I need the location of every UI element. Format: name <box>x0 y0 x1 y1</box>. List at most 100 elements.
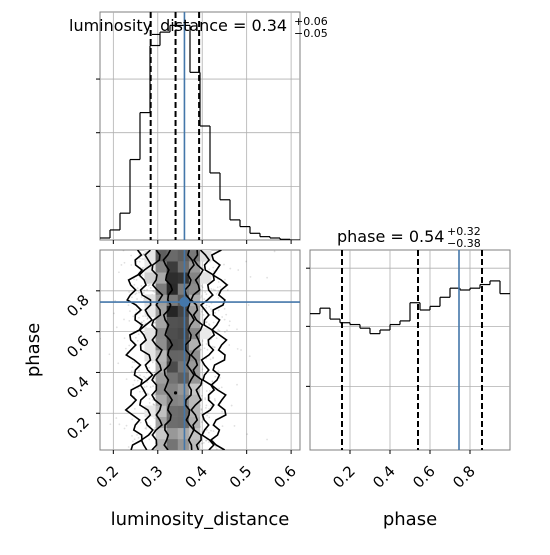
joint-scatter-point <box>210 308 212 310</box>
joint-scatter-point <box>200 421 203 423</box>
joint-scatter-point <box>210 288 213 290</box>
joint-density-cell <box>177 416 190 429</box>
hist-luminosity-title-sup: +0.06 <box>294 15 328 28</box>
joint-scatter-point <box>205 390 208 392</box>
joint-density-cell <box>188 327 201 340</box>
joint-scatter-point <box>225 313 228 316</box>
joint-contour-3-left <box>124 250 144 450</box>
joint-scatter-point <box>135 292 138 295</box>
joint-scatter-point <box>108 353 111 356</box>
joint-scatter-point <box>123 318 125 321</box>
joint-density-cell <box>188 394 201 406</box>
joint-scatter-point <box>210 302 213 305</box>
joint-density-cell <box>155 427 167 440</box>
joint-scatter-point <box>206 348 209 351</box>
joint-density-cell <box>144 327 156 340</box>
joint-density-cell <box>177 405 190 417</box>
joint-scatter-point <box>236 383 238 386</box>
joint-scatter-point <box>136 298 138 300</box>
joint-scatter-point <box>224 278 226 281</box>
joint-contour-0-right <box>184 250 196 450</box>
joint-scatter-point <box>153 377 156 380</box>
joint-density-cell <box>144 250 156 262</box>
joint-scatter-point <box>205 307 208 309</box>
joint-scatter-point <box>205 406 207 409</box>
joint-scatter-point <box>218 387 220 390</box>
joint-scatter-point <box>212 430 215 433</box>
joint-scatter-point <box>148 397 151 400</box>
joint-ytick-label-0: 0.2 <box>63 413 93 443</box>
hist-luminosity-title-name: luminosity_distance = 0.34 <box>69 16 287 36</box>
joint-ytick-label-1: 0.4 <box>63 373 93 403</box>
joint-scatter-point <box>152 398 154 401</box>
joint-truth-marker <box>179 297 190 308</box>
joint-scatter-point <box>143 375 146 378</box>
joint-scatter-point <box>146 318 149 320</box>
joint-density-cell <box>166 427 179 440</box>
joint-contour-3-right <box>209 250 229 450</box>
joint-density-cell <box>166 350 179 362</box>
joint-density-cell <box>155 438 167 450</box>
joint-density-cell <box>155 383 167 395</box>
joint-density-cell <box>166 327 179 340</box>
joint-density-cell <box>188 294 201 306</box>
joint-scatter-point <box>208 261 211 263</box>
hist-luminosity-title-sub: −0.05 <box>294 27 328 40</box>
joint-scatter-point <box>223 263 225 266</box>
joint-scatter-point <box>130 254 133 257</box>
joint-density-cell <box>177 383 190 395</box>
joint-density-cell <box>166 438 179 450</box>
joint-scatter-point <box>226 289 229 291</box>
joint-scatter-point <box>201 344 204 346</box>
joint-scatter-point <box>201 286 204 289</box>
joint-scatter-point <box>115 326 118 329</box>
joint-scatter-point <box>220 386 223 389</box>
joint-scatter-point <box>127 446 130 448</box>
joint-scatter-point <box>237 269 240 271</box>
phase-xlabel: phase <box>383 509 437 530</box>
joint-scatter-point <box>214 312 217 314</box>
joint-scatter-point <box>209 390 211 392</box>
joint-scatter-point <box>153 427 156 429</box>
hist-phase-frame <box>309 249 511 451</box>
joint-scatter-point <box>146 392 149 395</box>
joint-scatter-point <box>217 309 220 312</box>
joint-scatter-point <box>120 264 123 266</box>
joint-scatter-point <box>133 278 135 281</box>
joint-scatter-point <box>136 339 139 342</box>
joint-scatter-point <box>149 286 152 289</box>
joint-density-cell <box>155 327 167 340</box>
joint-density-cell <box>188 305 201 317</box>
joint-scatter-point <box>224 331 226 333</box>
joint-scatter-point <box>136 433 138 436</box>
joint-scatter-point <box>135 278 138 281</box>
joint-density-cell <box>155 272 167 284</box>
joint-density-cell <box>166 272 179 284</box>
hist-phase-title: phase = 0.54 <box>337 227 444 246</box>
joint-scatter-point <box>143 289 146 292</box>
joint-scatter-point <box>138 291 140 294</box>
joint-scatter-point <box>246 433 249 436</box>
joint-scatter-point <box>131 296 133 299</box>
joint-density-cell <box>155 372 167 384</box>
joint-scatter-point <box>130 264 133 266</box>
hist-phase-title-name: phase = 0.54 <box>337 227 444 246</box>
joint-density-cell <box>155 350 167 362</box>
joint-scatter-point <box>152 385 154 388</box>
joint-panel: 0.2 0.3 0.4 0.5 0.6 0.2 0.4 0.6 0.8 <box>63 249 301 492</box>
joint-scatter-point <box>221 410 223 413</box>
joint-scatter-point <box>152 403 155 405</box>
joint-contour-island <box>173 391 178 395</box>
joint-scatter-point <box>131 366 134 369</box>
joint-scatter-point <box>200 310 203 313</box>
joint-scatter-point <box>217 281 220 283</box>
joint-scatter-point <box>200 284 203 287</box>
joint-density-cell <box>155 283 167 295</box>
joint-scatter-point <box>212 270 215 273</box>
joint-scatter-point <box>149 424 152 427</box>
joint-scatter-point <box>228 324 231 327</box>
joint-scatter-point <box>138 369 140 372</box>
joint-density-cell <box>188 283 201 295</box>
joint-scatter-point <box>137 333 140 336</box>
